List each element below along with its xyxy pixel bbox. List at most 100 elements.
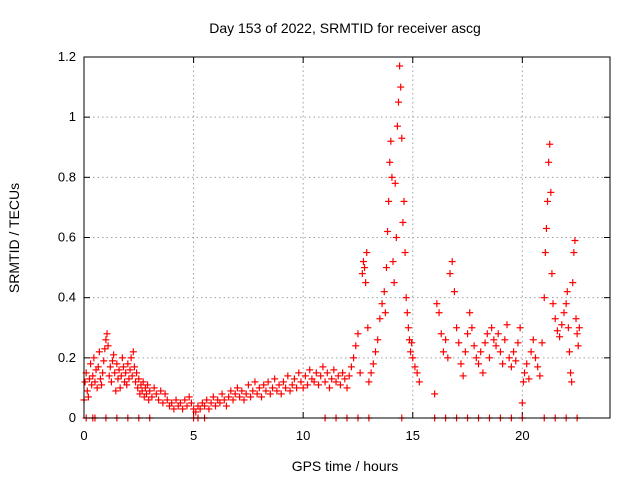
data-point xyxy=(562,300,570,308)
data-point xyxy=(105,372,113,380)
data-point xyxy=(359,258,367,266)
data-point xyxy=(483,330,491,338)
data-point xyxy=(363,249,371,257)
data-point xyxy=(209,393,217,401)
data-point xyxy=(536,372,544,380)
data-point xyxy=(279,378,287,386)
data-point xyxy=(516,324,524,332)
data-point xyxy=(196,405,204,413)
data-point xyxy=(220,396,228,404)
data-point xyxy=(389,258,397,266)
data-point xyxy=(398,134,406,142)
data-point xyxy=(132,378,140,386)
data-point xyxy=(222,402,230,410)
data-point xyxy=(325,384,333,392)
data-point xyxy=(501,336,509,344)
data-point xyxy=(455,339,463,347)
data-point xyxy=(369,360,377,368)
data-point xyxy=(262,387,270,395)
y-tick-label: 1 xyxy=(69,109,76,124)
data-point xyxy=(540,294,548,302)
data-point xyxy=(560,309,568,317)
data-point xyxy=(527,348,535,356)
data-point xyxy=(485,354,493,362)
data-point xyxy=(100,357,108,365)
data-point xyxy=(312,369,320,377)
data-point xyxy=(354,330,362,338)
data-point xyxy=(297,378,305,386)
data-point xyxy=(304,381,312,389)
data-point xyxy=(472,354,480,362)
data-point xyxy=(457,360,465,368)
data-point xyxy=(378,300,386,308)
data-point xyxy=(505,354,513,362)
data-point xyxy=(572,315,580,323)
data-point xyxy=(385,197,393,205)
y-tick-label: 0.8 xyxy=(58,169,76,184)
data-point xyxy=(442,336,450,344)
data-point xyxy=(387,137,395,145)
data-point xyxy=(499,360,507,368)
data-point xyxy=(341,375,349,383)
data-point xyxy=(328,375,336,383)
data-point xyxy=(408,339,416,347)
data-point xyxy=(273,387,281,395)
data-point xyxy=(124,360,132,368)
x-tick-label: 5 xyxy=(190,428,197,443)
data-point xyxy=(115,366,123,374)
x-tick-label: 15 xyxy=(406,428,420,443)
y-tick-label: 0.2 xyxy=(58,350,76,365)
data-point xyxy=(251,378,259,386)
data-point xyxy=(376,315,384,323)
data-point xyxy=(444,354,452,362)
data-point xyxy=(277,390,285,398)
data-point xyxy=(439,348,447,356)
data-point xyxy=(362,279,370,287)
data-point xyxy=(461,348,469,356)
data-point xyxy=(102,336,110,344)
data-point xyxy=(185,393,193,401)
data-point xyxy=(556,333,564,341)
data-point xyxy=(110,351,118,359)
data-point xyxy=(290,375,298,383)
data-point xyxy=(371,348,379,356)
data-point xyxy=(96,375,104,383)
data-point xyxy=(315,381,323,389)
data-point xyxy=(112,387,120,395)
data-point xyxy=(183,402,191,410)
data-point xyxy=(176,399,184,407)
data-point xyxy=(358,270,366,278)
x-axis-label: GPS time / hours xyxy=(292,458,399,474)
y-tick-label: 0 xyxy=(69,410,76,425)
data-point xyxy=(129,348,137,356)
data-point xyxy=(401,249,409,257)
data-point xyxy=(345,372,353,380)
data-point xyxy=(288,381,296,389)
data-point xyxy=(339,369,347,377)
data-point xyxy=(546,140,554,148)
data-point xyxy=(475,360,482,368)
data-point xyxy=(107,378,115,386)
data-point xyxy=(113,360,121,368)
data-point xyxy=(161,390,169,398)
data-point xyxy=(117,372,125,380)
data-point xyxy=(130,363,138,371)
data-points xyxy=(80,62,583,422)
data-point xyxy=(84,393,92,401)
data-point xyxy=(227,387,235,395)
data-point xyxy=(380,288,388,296)
data-point xyxy=(119,363,127,371)
data-point xyxy=(470,342,478,350)
data-point xyxy=(99,369,107,377)
data-point xyxy=(570,249,578,257)
data-point xyxy=(306,366,314,374)
data-point xyxy=(212,402,219,410)
data-point xyxy=(231,390,239,398)
data-point xyxy=(142,390,150,398)
data-point xyxy=(135,375,143,383)
data-point xyxy=(192,408,200,416)
data-point xyxy=(565,348,573,356)
data-point xyxy=(172,396,180,404)
data-point xyxy=(541,249,549,257)
